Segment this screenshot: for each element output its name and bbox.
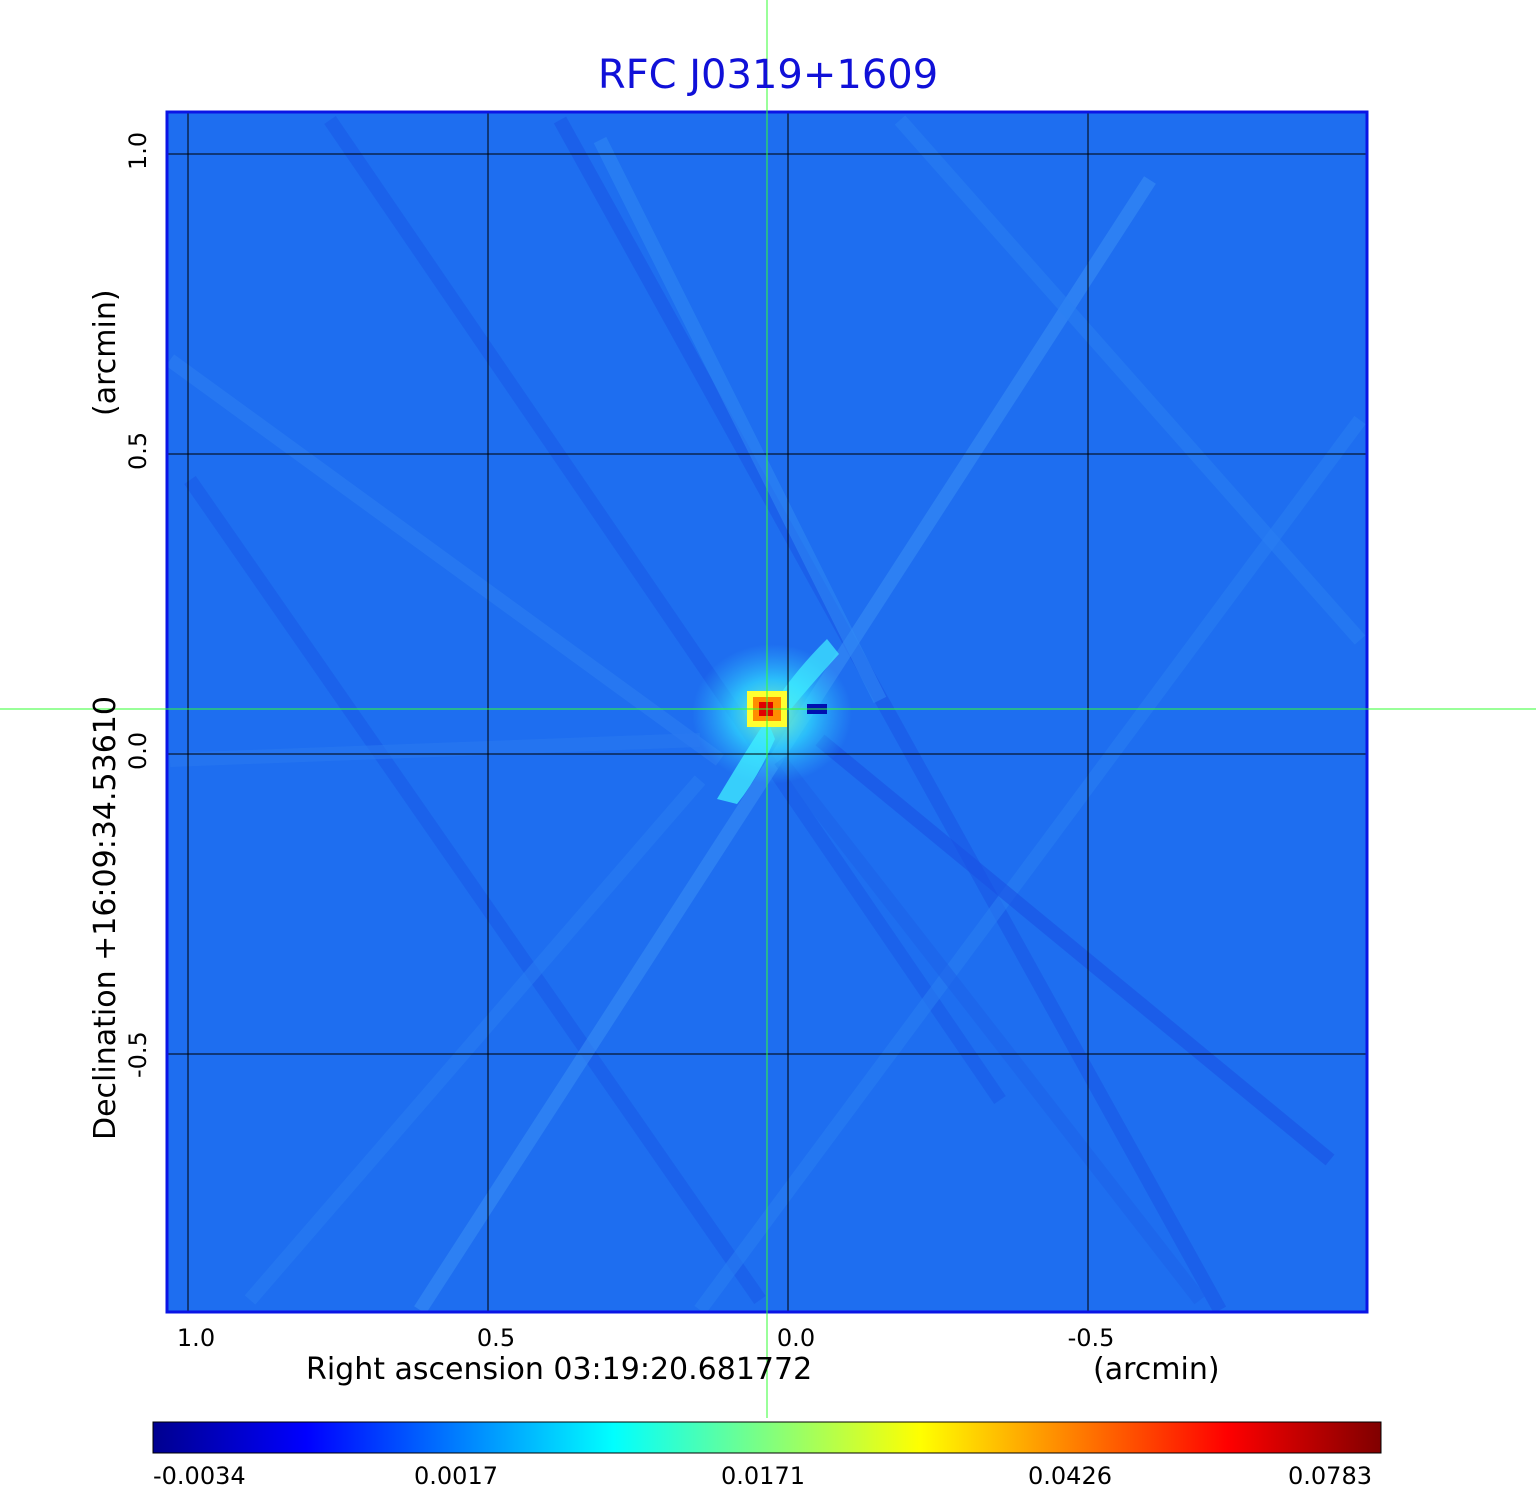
source-jet-north [777,639,839,714]
x-tick-label: 0.5 [476,1324,516,1352]
colorbar [152,1421,1382,1454]
y-tick-label: 0.5 [124,431,152,470]
sidelobe-pattern [167,115,1366,1312]
sidelobe-streak [244,775,706,1305]
x-axis-unit: (arcmin) [1093,1352,1220,1387]
colorbar-tick-label: 0.0017 [414,1462,498,1490]
source-jet-south [717,719,775,804]
plot-title: RFC J0319+1609 [597,52,939,98]
sidelobe-streak [593,136,887,704]
colorbar-tick-label: -0.0034 [153,1462,246,1490]
y-axis-unit: (arcmin) [88,289,123,416]
colorbar-tick-label: 0.0171 [721,1462,805,1490]
colorbar-tick-label: 0.0426 [1028,1462,1112,1490]
y-tick-label: 0.0 [124,731,152,770]
sidelobe-streak [894,115,1366,645]
sidelobe-streak [324,116,1006,1104]
y-tick-label: -0.5 [124,1031,152,1078]
sidelobe-streak [694,415,1366,1312]
x-tick-label: -0.5 [1067,1324,1115,1352]
sidelobe-streak [815,734,1335,1166]
y-tick-label: 1.0 [124,131,152,170]
sidelobe-streak [774,755,1206,1305]
crosshair [0,0,1536,1418]
sidelobe-streak [167,354,725,766]
x-tick-label: 0.0 [776,1324,816,1352]
colorbar-tick-label: 0.0783 [1288,1462,1372,1490]
x-tick-label: 1.0 [176,1324,216,1352]
sidelobe-streak [184,476,766,1304]
x-axis-label: Right ascension 03:19:20.681772 [306,1352,813,1387]
sidelobe-streak [553,116,1227,1312]
y-axis-label: Declination +16:09:34.53610 [88,696,123,1140]
sidelobe-streak [169,733,701,767]
